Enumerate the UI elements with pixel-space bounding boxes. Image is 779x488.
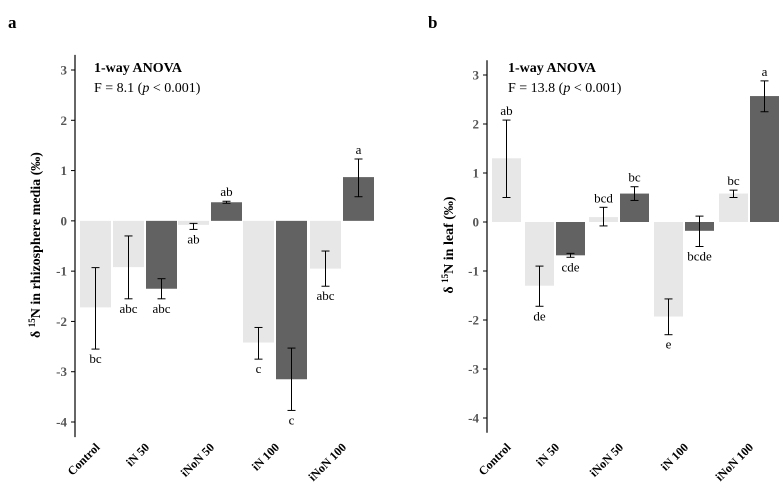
significance-letter: c xyxy=(289,412,295,427)
significance-letter: de xyxy=(533,308,546,323)
y-tick-label: -4 xyxy=(468,411,479,426)
error-bar xyxy=(760,80,769,113)
y-tick-label: 3 xyxy=(473,68,480,83)
panel-b-chart: b 1-way ANOVA F = 13.8 (p < 0.001) δ 15N in… xyxy=(428,13,779,484)
anova-statistic: F = 8.1 (p < 0.001) xyxy=(94,81,201,96)
x-tick-label: Control xyxy=(476,440,514,478)
significance-letter: abc xyxy=(316,288,334,303)
bar xyxy=(556,222,585,256)
x-tick-label: iNoN 50 xyxy=(587,440,626,479)
error-bar xyxy=(189,222,198,230)
error-bar xyxy=(729,189,738,198)
error-bar xyxy=(354,158,363,198)
y-tick-label: -2 xyxy=(468,313,479,328)
significance-letter: abc xyxy=(152,301,170,316)
error-bar xyxy=(254,326,263,360)
error-bar xyxy=(222,200,231,204)
y-axis-label: δ 15N in rhizosphere media (‰) xyxy=(27,152,44,338)
x-tick-label: iN 100 xyxy=(249,440,282,473)
y-tick-label: -1 xyxy=(468,264,479,279)
bar xyxy=(178,220,209,225)
significance-letter: a xyxy=(356,142,362,157)
y-tick-label: 2 xyxy=(473,117,480,132)
error-bar xyxy=(599,206,608,227)
error-bar xyxy=(630,186,639,201)
significance-letter: bcde xyxy=(687,249,712,264)
anova-statistic: F = 13.8 (p < 0.001) xyxy=(508,81,622,96)
panel-a-chart: a 1-way ANOVA F = 8.1 (p < 0.001) δ 15N in … xyxy=(8,13,374,484)
x-tick-label: iNoN 100 xyxy=(713,440,757,484)
y-tick-label: -2 xyxy=(56,314,67,329)
anova-title: 1-way ANOVA xyxy=(94,61,183,76)
y-tick-label: 0 xyxy=(473,215,480,230)
y-tick-label: 1 xyxy=(473,166,480,181)
panel-letter-a: a xyxy=(8,13,17,32)
error-bar xyxy=(664,298,673,336)
significance-letter: a xyxy=(762,64,768,79)
error-bar xyxy=(91,267,100,350)
bar xyxy=(719,193,748,222)
y-tick-label: -3 xyxy=(56,364,67,379)
significance-letter: c xyxy=(256,361,262,376)
x-tick-label: iN 50 xyxy=(533,440,562,469)
error-bar xyxy=(157,278,166,300)
x-tick-label: iN 50 xyxy=(123,440,152,469)
error-bar xyxy=(321,250,330,287)
y-tick-label: -3 xyxy=(468,362,479,377)
significance-letter: ab xyxy=(220,184,232,199)
y-tick-label: -4 xyxy=(56,415,67,430)
y-axis-label: δ 15N in leaf (‰) xyxy=(440,196,457,293)
y-tick-label: 0 xyxy=(61,213,68,228)
bar xyxy=(750,96,779,222)
y-tick-label: 2 xyxy=(61,113,68,128)
significance-letter: bc xyxy=(89,351,102,366)
significance-letter: bc xyxy=(727,173,740,188)
significance-letter: bc xyxy=(628,170,641,185)
significance-letter: e xyxy=(666,337,672,352)
significance-letter: ab xyxy=(187,231,199,246)
error-bar xyxy=(695,215,704,247)
bar xyxy=(146,220,177,289)
y-tick-label: -1 xyxy=(56,264,67,279)
y-tick-label: 3 xyxy=(61,63,68,78)
bar xyxy=(211,202,242,221)
y-tick-label: 1 xyxy=(61,163,68,178)
error-bar xyxy=(566,252,575,258)
error-bar xyxy=(535,265,544,307)
x-tick-label: iNoN 50 xyxy=(178,440,217,479)
significance-letter: cde xyxy=(561,259,579,274)
x-tick-label: Control xyxy=(65,440,103,478)
panel-letter-b: b xyxy=(428,13,437,32)
significance-letter: ab xyxy=(500,103,512,118)
error-bar xyxy=(124,235,133,300)
bar xyxy=(243,220,274,343)
x-tick-label: iNoN 100 xyxy=(306,440,350,484)
significance-letter: bcd xyxy=(594,190,613,205)
anova-title: 1-way ANOVA xyxy=(508,61,597,76)
error-bar xyxy=(287,347,296,411)
x-tick-label: iN 100 xyxy=(658,440,691,473)
error-bar xyxy=(502,119,511,198)
significance-letter: abc xyxy=(119,301,137,316)
